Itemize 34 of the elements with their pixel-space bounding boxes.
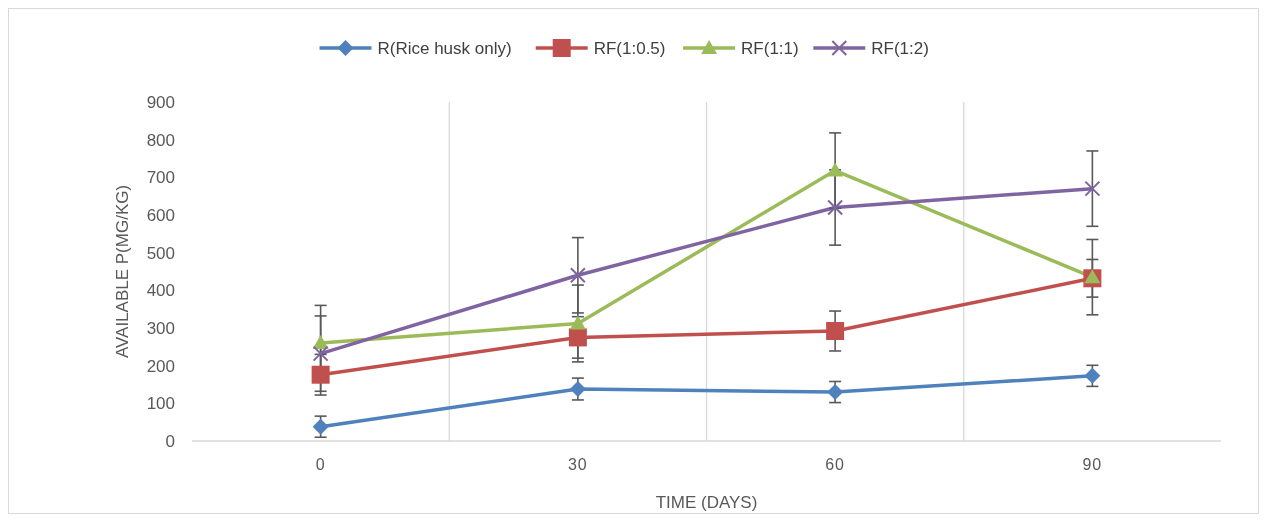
y-tick-label: 300 (146, 319, 175, 338)
x-tick-label: 60 (825, 456, 846, 473)
legend-label: RF(1:0.5) (593, 39, 666, 58)
point (569, 267, 586, 284)
y-tick-label: 500 (146, 243, 175, 263)
point (311, 365, 330, 384)
legend-label: RF(1:1) (741, 39, 799, 58)
point (312, 345, 329, 362)
point (826, 322, 845, 341)
y-axis-title: AVAILABLE P(MG/KG) (113, 184, 132, 359)
point (1084, 180, 1101, 197)
point (827, 199, 844, 216)
point (827, 384, 844, 401)
x-axis-title: TIME (DAYS) (655, 493, 758, 512)
point (569, 381, 586, 398)
y-tick-label: 200 (146, 356, 175, 376)
y-tick-label: 0 (165, 432, 175, 451)
y-tick-label: 400 (146, 281, 175, 301)
x-tick-label: 0 (315, 456, 326, 473)
legend-label: RF(1:2) (871, 39, 929, 58)
point (1084, 269, 1101, 284)
y-tick-label: 100 (146, 394, 175, 414)
point (827, 162, 844, 177)
point (1084, 367, 1101, 384)
x-tick-label: 90 (1082, 456, 1103, 473)
x-tick-label: 30 (567, 456, 588, 473)
y-tick-label: 600 (146, 206, 175, 225)
legend-label: R(Rice husk only) (377, 39, 512, 58)
point (312, 418, 329, 435)
point (569, 315, 586, 330)
point (568, 328, 587, 347)
y-tick-label: 700 (146, 168, 175, 188)
y-tick-label: 900 (146, 93, 175, 112)
y-tick-label: 800 (146, 130, 175, 150)
